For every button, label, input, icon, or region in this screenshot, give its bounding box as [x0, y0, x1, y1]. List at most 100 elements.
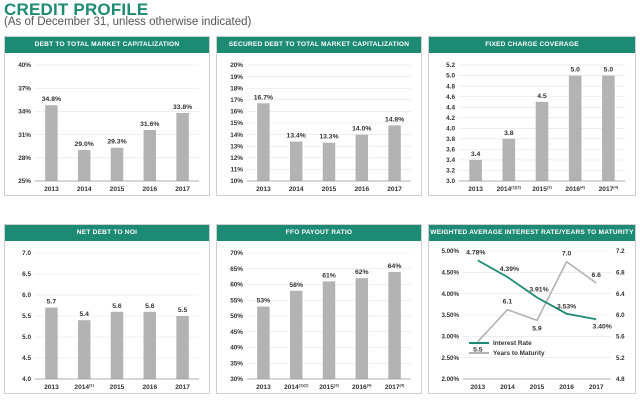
y-tick-label: 5.2 [446, 62, 455, 69]
data-label: 6.1 [503, 299, 513, 306]
x-tick-label: 2017 [589, 384, 604, 391]
y-tick-label: 4.50% [441, 270, 459, 277]
x-tick-label: 2016(4) [565, 185, 585, 194]
x-tick-label: 2015 [110, 186, 125, 193]
page-subtitle: (As of December 31, unless otherwise ind… [4, 16, 252, 28]
x-tick-label: 2016 [142, 186, 157, 193]
chart-net-debt-to-noi: 4.0 4.5 5.0 5.5 6.0 6.5 7.0 5.7 2013 5.4 2014(1) 5.… [22, 250, 199, 392]
x-tick-label: 2014 [500, 384, 515, 391]
data-label: 58% [289, 282, 303, 289]
y-tick-label: 3.50% [441, 312, 459, 319]
y-tick-label: 15% [230, 120, 243, 127]
legend-label: Years to Maturity [493, 350, 545, 357]
y-tick-label: 14% [230, 132, 243, 139]
bar [568, 75, 582, 181]
y-tick-label: 60% [230, 282, 243, 289]
bar [469, 159, 482, 181]
x-tick-label: 2015(3) [532, 185, 552, 194]
y-tick-label: 20% [230, 62, 243, 69]
panel-debt-to-market-cap: DEBT TO TOTAL MARKET CAPITALIZATION 25% 2… [4, 36, 210, 196]
data-label: 16.7% [254, 94, 273, 101]
bar [388, 271, 401, 379]
y-tick-label: 4.00% [441, 291, 459, 298]
x-tick-label: 2014(1) [74, 383, 94, 392]
bar [355, 278, 369, 379]
y-tick-label: 4.0 [22, 376, 31, 383]
x-tick-label: 2015 [110, 384, 125, 391]
data-label: 29.0% [75, 141, 94, 148]
y-tick-label: 45% [230, 329, 243, 336]
data-label: 7.0 [562, 251, 572, 258]
chart-title: WEIGHTED AVERAGE INTEREST RATE/YEARS TO … [429, 225, 635, 241]
y2-tick-label: 5.6 [616, 334, 625, 341]
bar [143, 311, 157, 379]
y-tick-label: 12% [230, 155, 243, 162]
series-line-years-to-maturity [477, 260, 597, 343]
y-tick-label: 3.6 [446, 147, 455, 154]
y-tick-label: 19% [230, 74, 243, 81]
x-tick-label: 2016 [142, 384, 157, 391]
bar [535, 101, 549, 181]
chart-title: SECURED DEBT TO TOTAL MARKET CAPITALIZAT… [217, 37, 421, 53]
data-label: 3.40% [593, 323, 612, 330]
y-tick-label: 13% [230, 143, 243, 150]
bar [322, 281, 336, 379]
y-tick-label: 17% [230, 97, 243, 104]
data-label: 3.4 [471, 151, 481, 158]
y-tick-label: 5.0 [22, 334, 31, 341]
x-tick-label: 2015(3) [319, 383, 339, 392]
data-label: 14.8% [385, 116, 404, 123]
x-tick-label: 2017(4) [599, 185, 619, 194]
y-tick-label: 4.2 [446, 115, 455, 122]
data-label: 3.91% [529, 287, 548, 294]
data-label: 5.9 [532, 325, 542, 332]
y-tick-label: 5.5 [22, 313, 31, 320]
panel-ffo-payout-ratio: FFO PAYOUT RATIO 30% 35% 40% 45% 50% 55% 60% 65… [216, 224, 422, 394]
data-label: 13.4% [287, 133, 306, 140]
y-tick-label: 37% [18, 85, 31, 92]
y2-tick-label: 4.8 [616, 376, 625, 383]
y-tick-label: 11% [231, 167, 244, 174]
y-tick-label: 30% [230, 376, 243, 383]
bar [110, 311, 124, 379]
x-tick-label: 2017 [387, 186, 402, 193]
x-tick-label: 2016 [354, 186, 369, 193]
y-tick-label: 3.0 [446, 178, 455, 185]
bar [322, 142, 336, 181]
y2-tick-label: 6.8 [616, 270, 625, 277]
bar [602, 75, 615, 181]
chart-title: FFO PAYOUT RATIO [217, 225, 421, 241]
x-tick-label: 2013 [468, 186, 483, 193]
y-tick-label: 16% [230, 109, 243, 116]
y-tick-label: 18% [230, 85, 243, 92]
y-tick-label: 4.5 [22, 355, 31, 362]
chart-title: DEBT TO TOTAL MARKET CAPITALIZATION [5, 37, 209, 53]
y2-tick-label: 7.2 [616, 248, 625, 255]
data-label: 5.5 [178, 307, 188, 314]
x-tick-label: 2014(1)(2) [284, 383, 309, 392]
x-tick-label: 2013 [44, 384, 59, 391]
y-tick-label: 25% [18, 178, 31, 185]
x-tick-label: 2015 [530, 384, 545, 391]
bar [176, 112, 189, 181]
y-tick-label: 28% [18, 155, 31, 162]
bar [289, 290, 303, 379]
chart-title: FIXED CHARGE COVERAGE [429, 37, 635, 53]
x-tick-label: 2016 [559, 384, 574, 391]
bar [77, 150, 91, 181]
y-tick-label: 4.0 [446, 125, 455, 132]
panel-fixed-charge-coverage: FIXED CHARGE COVERAGE 3.0 3.2 3.4 3.6 3.8 4.0… [428, 36, 636, 196]
chart-interest-rate-maturity: 2.00% 2.50% 3.00% 3.50% 4.00% 4.50% 5.00% 4.8 5.… [441, 248, 625, 391]
chart-fixed-charge-coverage: 3.0 3.2 3.4 3.6 3.8 4.0 4.2 4.4 4.6 4.8 5.0 5.2 3.4 2… [446, 62, 625, 194]
panel-interest-rate-maturity: WEIGHTED AVERAGE INTEREST RATE/YEARS TO … [428, 224, 636, 394]
x-tick-label: 2013 [256, 384, 271, 391]
chart-ffo-payout-ratio: 30% 35% 40% 45% 50% 55% 60% 65% 70% 53% 2013 58% 201… [230, 250, 411, 392]
data-label: 31.6% [140, 121, 159, 128]
y-tick-label: 3.00% [441, 334, 459, 341]
data-label: 13.3% [319, 134, 338, 141]
data-label: 5.0 [570, 67, 580, 74]
y-tick-label: 70% [230, 250, 243, 257]
x-tick-label: 2014(1)(2) [497, 185, 522, 194]
bar [143, 129, 157, 181]
y2-tick-label: 6.4 [616, 291, 625, 298]
